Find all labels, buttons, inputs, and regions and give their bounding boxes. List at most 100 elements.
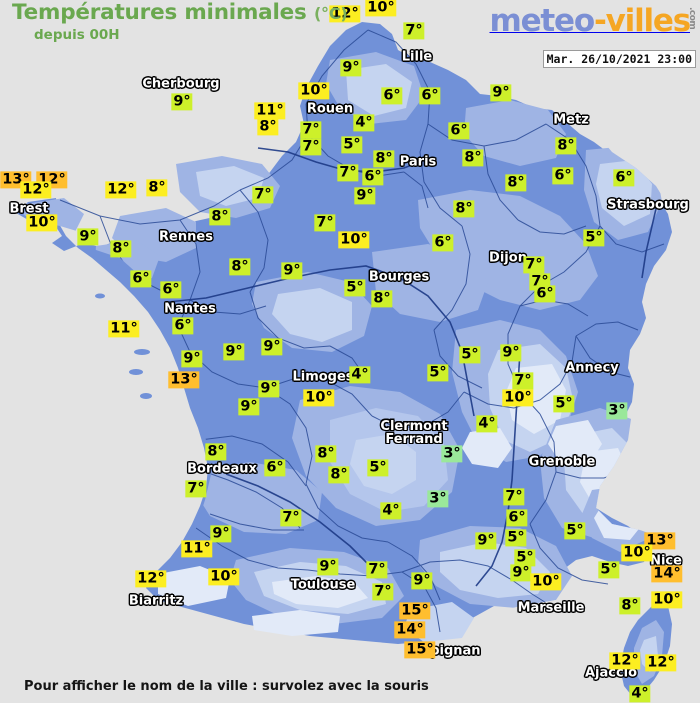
temperature-chip[interactable]: 7° [512, 372, 534, 390]
temperature-chip[interactable]: 8° [619, 597, 641, 615]
temperature-chip[interactable]: 4° [476, 415, 498, 433]
temperature-chip[interactable]: 8° [373, 150, 395, 168]
temperature-chip[interactable]: 8° [453, 200, 475, 218]
temperature-chip[interactable]: 8° [315, 445, 337, 463]
temperature-chip[interactable]: 7° [252, 186, 274, 204]
temperature-chip[interactable]: 5° [505, 529, 527, 547]
temperature-chip[interactable]: 6° [381, 87, 403, 105]
temperature-chip[interactable]: 6° [419, 87, 441, 105]
temperature-chip[interactable]: 6° [534, 285, 556, 303]
temperature-chip[interactable]: 9° [475, 532, 497, 550]
temperature-chip[interactable]: 12° [105, 181, 137, 199]
temperature-chip[interactable]: 10° [26, 214, 58, 232]
temperature-chip[interactable]: 6° [160, 281, 182, 299]
temperature-chip[interactable]: 9° [281, 262, 303, 280]
temperature-chip[interactable]: 12° [329, 5, 361, 23]
temperature-chip[interactable]: 9° [261, 338, 283, 356]
temperature-chip[interactable]: 8° [462, 149, 484, 167]
temperature-chip[interactable]: 9° [317, 558, 339, 576]
temperature-chip[interactable]: 12° [20, 181, 52, 199]
temperature-chip[interactable]: 10° [651, 591, 683, 609]
temperature-chip[interactable]: 5° [427, 364, 449, 382]
temperature-chip[interactable]: 5° [341, 136, 363, 154]
temperature-chip[interactable]: 8° [209, 208, 231, 226]
temperature-chip[interactable]: 5° [459, 346, 481, 364]
temperature-chip[interactable]: 8° [229, 258, 251, 276]
temperature-chip[interactable]: 12° [135, 570, 167, 588]
temperature-chip[interactable]: 4° [629, 685, 651, 703]
temperature-chip[interactable]: 8° [146, 179, 168, 197]
temperature-chip[interactable]: 9° [500, 344, 522, 362]
temperature-chip[interactable]: 7° [366, 561, 388, 579]
temperature-chip[interactable]: 8° [110, 240, 132, 258]
temperature-chip[interactable]: 9° [77, 228, 99, 246]
temperature-chip[interactable]: 6° [613, 169, 635, 187]
temperature-chip[interactable]: 12° [609, 652, 641, 670]
temperature-chip[interactable]: 8° [555, 137, 577, 155]
temperature-chip[interactable]: 11° [108, 320, 140, 338]
temperature-chip[interactable]: 5° [598, 561, 620, 579]
temperature-chip[interactable]: 7° [300, 138, 322, 156]
temperature-chip[interactable]: 8° [371, 290, 393, 308]
temperature-chip[interactable]: 7° [523, 256, 545, 274]
temperature-chip[interactable]: 9° [238, 398, 260, 416]
temperature-chip[interactable]: 10° [502, 389, 534, 407]
temperature-chip[interactable]: 8° [257, 118, 279, 136]
temperature-chip[interactable]: 15° [399, 602, 431, 620]
temperature-chip[interactable]: 10° [208, 568, 240, 586]
temperature-chip[interactable]: 3° [427, 490, 449, 508]
temperature-chip[interactable]: 14° [651, 565, 683, 583]
temperature-chip[interactable]: 6° [172, 317, 194, 335]
temperature-chip[interactable]: 6° [552, 167, 574, 185]
temperature-chip[interactable]: 10° [530, 573, 562, 591]
temperature-chip[interactable]: 7° [300, 121, 322, 139]
temperature-chip[interactable]: 9° [411, 572, 433, 590]
temperature-chip[interactable]: 13° [168, 371, 200, 389]
temperature-chip[interactable]: 9° [223, 343, 245, 361]
temperature-chip[interactable]: 9° [510, 564, 532, 582]
temperature-chip[interactable]: 10° [298, 82, 330, 100]
temperature-chip[interactable]: 7° [337, 164, 359, 182]
temperature-chip[interactable]: 5° [344, 279, 366, 297]
temperature-chip[interactable]: 6° [130, 270, 152, 288]
temperature-chip[interactable]: 9° [210, 525, 232, 543]
temperature-chip[interactable]: 10° [303, 389, 335, 407]
temperature-chip[interactable]: 7° [503, 488, 525, 506]
temperature-chip[interactable]: 9° [181, 350, 203, 368]
temperature-chip[interactable]: 4° [380, 502, 402, 520]
temperature-chip[interactable]: 5° [553, 395, 575, 413]
temperature-chip[interactable]: 5° [583, 229, 605, 247]
temperature-chip[interactable]: 7° [185, 480, 207, 498]
temperature-chip[interactable]: 15° [404, 641, 436, 659]
temperature-chip[interactable]: 7° [403, 22, 425, 40]
temperature-chip[interactable]: 9° [258, 380, 280, 398]
temperature-chip[interactable]: 10° [365, 0, 397, 17]
temperature-chip[interactable]: 9° [340, 59, 362, 77]
temperature-chip[interactable]: 9° [490, 84, 512, 102]
temperature-chip[interactable]: 5° [564, 522, 586, 540]
temperature-chip[interactable]: 7° [314, 214, 336, 232]
temperature-chip[interactable]: 9° [354, 187, 376, 205]
temperature-chip[interactable]: 5° [367, 459, 389, 477]
temperature-chip[interactable]: 6° [432, 234, 454, 252]
temperature-chip[interactable]: 6° [362, 168, 384, 186]
temperature-chip[interactable]: 8° [328, 466, 350, 484]
temperature-chip[interactable]: 7° [280, 509, 302, 527]
temperature-chip[interactable]: 6° [506, 509, 528, 527]
temperature-chip[interactable]: 8° [505, 174, 527, 192]
temperature-chip[interactable]: 6° [448, 122, 470, 140]
temperature-chip[interactable]: 5° [514, 549, 536, 567]
temperature-chip[interactable]: 6° [264, 459, 286, 477]
temperature-chip[interactable]: 8° [205, 443, 227, 461]
temperature-chip[interactable]: 12° [645, 654, 677, 672]
temperature-chip[interactable]: 4° [353, 114, 375, 132]
temperature-chip[interactable]: 3° [606, 402, 628, 420]
site-logo[interactable]: meteo-villes.com [490, 3, 698, 39]
temperature-chip[interactable]: 10° [338, 231, 370, 249]
temperature-chip[interactable]: 11° [181, 540, 213, 558]
temperature-chip[interactable]: 10° [621, 544, 653, 562]
temperature-chip[interactable]: 14° [394, 621, 426, 639]
temperature-chip[interactable]: 7° [372, 583, 394, 601]
temperature-chip[interactable]: 9° [171, 93, 193, 111]
temperature-chip[interactable]: 3° [441, 445, 463, 463]
